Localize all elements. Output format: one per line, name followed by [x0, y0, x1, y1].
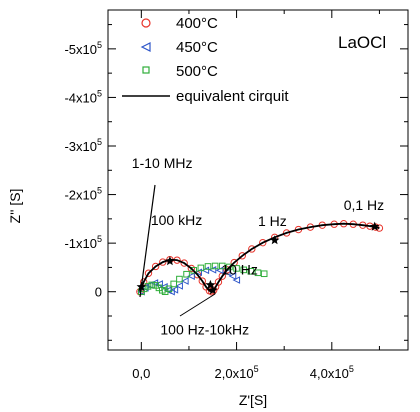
data-point: [260, 270, 268, 278]
legend-label: equivalent cirquit: [176, 88, 289, 105]
series-1: [136, 220, 384, 296]
frequency-annotation: 1 Hz: [258, 213, 287, 229]
data-point: [233, 265, 240, 272]
y-axis-label: Z'' [S]: [7, 189, 23, 224]
series-layer: [136, 220, 384, 296]
data-point: [180, 259, 188, 267]
legend: 400°C 450°C 500°C equivalent cirquit: [122, 15, 289, 105]
legend-marker-square: [142, 66, 150, 74]
annotation-leader-lines: [139, 184, 216, 317]
x-tick-label: 2,0x105: [215, 364, 259, 381]
star-marker: [269, 235, 280, 245]
legend-item: 500°C: [142, 63, 218, 80]
data-point: [160, 283, 168, 291]
data-point: [204, 263, 212, 270]
legend-marker-triangle: [140, 42, 151, 52]
data-point: [240, 266, 248, 274]
frequency-annotation: 100 Hz-10kHz: [160, 321, 249, 337]
axis-ticks: [108, 10, 408, 350]
legend-item: equivalent cirquit: [122, 88, 289, 105]
data-point: [144, 283, 152, 290]
y-tick-label: -4x105: [64, 88, 102, 105]
legend-label: 450°C: [176, 39, 218, 56]
data-point: [190, 267, 198, 274]
data-point: [248, 245, 256, 253]
legend-label: 500°C: [176, 63, 218, 80]
inset-label: LaOCl: [338, 33, 386, 52]
data-point: [181, 277, 189, 285]
series-4: [139, 222, 380, 293]
data-point: [211, 262, 219, 270]
data-point: [226, 263, 233, 271]
x-axis-label: Z'[S]: [239, 392, 267, 408]
data-point: [259, 238, 267, 247]
leader-line-100hz-10khz: [179, 293, 216, 317]
data-point: [247, 268, 255, 275]
annotations: 1-10 MHz 100 kHz 1 Hz 0,1 Hz 10 Hz 100 Hz-10k…: [132, 155, 384, 338]
legend-item: 400°C: [141, 15, 218, 32]
data-point: [144, 269, 153, 277]
star-marker: [369, 221, 380, 231]
data-point: [218, 262, 226, 270]
data-point: [176, 275, 183, 283]
data-point: [159, 258, 167, 266]
y-tick-label: -1x105: [64, 234, 102, 251]
y-tick-label: 0: [95, 285, 102, 300]
data-point: [165, 285, 173, 293]
frequency-annotation: 1-10 MHz: [132, 155, 193, 171]
data-point: [170, 285, 179, 294]
data-point: [232, 276, 241, 284]
data-point: [175, 282, 183, 290]
x-tick-label: 0,0: [132, 366, 150, 381]
legend-marker-circle: [141, 18, 151, 28]
frequency-annotation: 10 Hz: [221, 262, 258, 278]
data-point: [170, 280, 178, 288]
data-point: [238, 252, 246, 260]
y-tick-label: -3x105: [64, 137, 102, 154]
data-point: [198, 277, 206, 285]
plot-frame: [107, 9, 409, 351]
fit-line: [139, 222, 380, 293]
y-tick-label: -2x105: [64, 186, 102, 203]
legend-item: 450°C: [140, 39, 218, 56]
leader-line-mhz: [139, 184, 156, 298]
data-point: [214, 278, 223, 286]
data-point: [228, 272, 237, 280]
data-point: [183, 270, 190, 278]
legend-label: 400°C: [176, 15, 218, 32]
data-point: [151, 262, 160, 271]
data-point: [187, 272, 195, 280]
y-tick-label: -5x105: [64, 40, 102, 57]
frequency-annotation: 0,1 Hz: [344, 197, 384, 213]
x-tick-label: 4,0x105: [310, 364, 354, 381]
data-point: [282, 229, 291, 237]
data-point: [197, 264, 205, 272]
star-marker: [208, 285, 218, 295]
star-marker: [165, 256, 175, 266]
data-point: [148, 281, 156, 289]
frequency-annotation: 100 kHz: [151, 212, 202, 228]
tick-labels: 0,0 2,0x105 4,0x105 -5x105 -4x105 -3x105 -2x10…: [64, 40, 353, 381]
data-point: [254, 269, 262, 277]
